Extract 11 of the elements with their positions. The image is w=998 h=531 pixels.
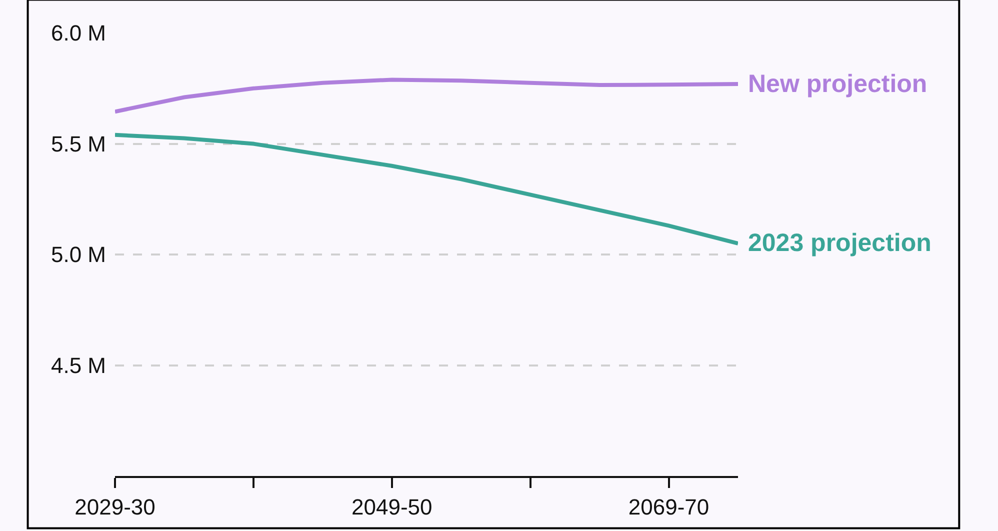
y-tick-label: 5.0 M bbox=[50, 242, 106, 268]
y-tick-label: 6.0 M bbox=[50, 20, 106, 46]
x-tick-label: 2049-50 bbox=[352, 494, 432, 520]
series-label: 2023 projection bbox=[748, 229, 932, 257]
x-tick-label: 2069-70 bbox=[628, 494, 710, 520]
series-label: New projection bbox=[748, 70, 928, 98]
y-tick-label: 5.5 M bbox=[50, 131, 106, 156]
y-tick-label: 4.5 M bbox=[50, 352, 106, 378]
x-tick-label: 2029-30 bbox=[74, 494, 156, 520]
line-series bbox=[115, 132, 738, 246]
line-series bbox=[115, 78, 738, 114]
